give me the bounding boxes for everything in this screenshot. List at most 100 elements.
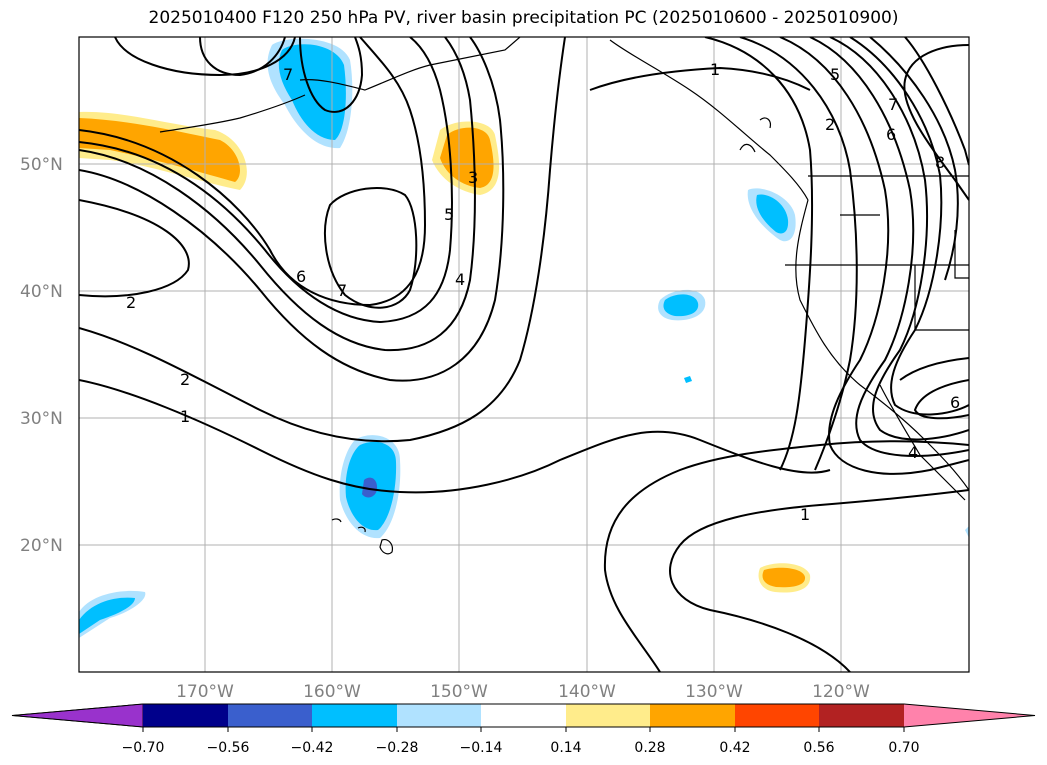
colorbar-labels: −0.70 −0.56 −0.42 −0.28 −0.14 0.14 0.28 … — [122, 740, 920, 756]
lat-label: 30°N — [20, 409, 63, 429]
precip-patch-blue-small — [684, 376, 692, 383]
pv-contours — [79, 37, 969, 672]
lon-label: 150°W — [430, 682, 488, 702]
colorbar-label: 0.28 — [634, 740, 665, 756]
contour-label: 4 — [455, 270, 465, 289]
contour-label: 7 — [283, 65, 293, 84]
contour-7-east — [869, 37, 969, 420]
contour-label: 1 — [800, 505, 810, 524]
lon-labels: 170°W 160°W 150°W 140°W 130°W 120°W — [176, 682, 870, 702]
colorbar-segment — [11, 703, 144, 728]
contour-3-west — [79, 37, 505, 382]
lon-label: 160°W — [303, 682, 361, 702]
contour-6-west — [79, 37, 427, 307]
hawaii-islands — [331, 518, 393, 555]
colorbar-segment — [819, 704, 904, 727]
lon-label: 120°W — [812, 682, 870, 702]
colorbar-label: −0.14 — [460, 740, 503, 756]
lon-label: 170°W — [176, 682, 234, 702]
contour-4-east — [809, 37, 969, 457]
boundary-us-states — [785, 214, 969, 331]
lon-label: 130°W — [685, 682, 743, 702]
lat-label: 40°N — [20, 282, 63, 302]
precip-patch-orange-west-core — [79, 118, 240, 182]
map-title: 2025010400 F120 250 hPa PV, river basin … — [148, 8, 899, 28]
contour-2-upper — [79, 199, 190, 298]
colorbar-label: 0.14 — [550, 740, 581, 756]
colorbar — [11, 703, 1036, 732]
contour-label: 5 — [444, 205, 454, 224]
contour-8-east — [904, 37, 969, 166]
contour-6-east — [849, 37, 969, 416]
precip-patch-blue-southwest-core — [79, 597, 135, 634]
contour-7-aleutian — [299, 37, 364, 113]
lat-labels: 20°N 30°N 40°N 50°N — [20, 155, 63, 556]
contour-1-far-west — [114, 37, 296, 77]
islands-bc — [739, 117, 771, 153]
contour-label: 2 — [180, 370, 190, 389]
colorbar-label: −0.42 — [291, 740, 334, 756]
precip-patch-blue-midpacific-core — [663, 294, 699, 317]
contour-label: 6 — [296, 267, 306, 286]
colorbar-segment — [228, 704, 312, 727]
contour-label: 7 — [888, 95, 898, 114]
contour-1-east-south — [603, 440, 969, 672]
lon-label: 140°W — [558, 682, 616, 702]
contour-label: 5 — [830, 65, 840, 84]
precip-patch-orange-north-core — [440, 127, 494, 188]
colorbar-label: 0.42 — [719, 740, 750, 756]
contour-label: 6 — [950, 393, 960, 412]
contour-1-east — [704, 37, 814, 471]
colorbar-label: 0.70 — [888, 740, 919, 756]
contour-7-north — [199, 37, 286, 77]
contour-3-east — [779, 37, 969, 475]
contour-6-se — [899, 357, 969, 381]
map-frame — [78, 36, 970, 673]
contour-label: 2 — [825, 115, 835, 134]
precip-patch-blue-edge — [965, 526, 969, 538]
colorbar-segment — [650, 704, 735, 727]
contour-label: 1 — [710, 60, 720, 79]
contour-label: 4 — [908, 443, 918, 462]
coastline-bc — [609, 39, 809, 201]
contour-label: 6 — [886, 125, 896, 144]
coastline-aleutians — [159, 94, 306, 133]
contour-4-west — [79, 37, 476, 352]
colorbar-segment — [312, 704, 397, 727]
contour-5-east — [829, 37, 969, 441]
coastline-usa-west — [795, 199, 969, 491]
contour-2-west — [79, 37, 566, 443]
lat-label: 50°N — [20, 155, 63, 175]
contour-5-west — [79, 37, 453, 324]
colorbar-label: −0.70 — [122, 740, 165, 756]
colorbar-segment — [566, 704, 650, 727]
colorbar-segment — [481, 704, 566, 727]
contour-1-west — [79, 379, 831, 494]
contour-1-east-south-2 — [669, 489, 969, 672]
coastlines — [159, 37, 969, 555]
contour-label: 3 — [468, 168, 478, 187]
colorbar-label: −0.28 — [376, 740, 419, 756]
contour-label: 2 — [126, 293, 136, 312]
precip-patch-purple-hawaii — [362, 477, 378, 498]
colorbar-segment — [904, 704, 1035, 727]
colorbar-segment — [143, 704, 228, 727]
coastline-alaska — [299, 37, 521, 91]
contour-1-north — [589, 66, 811, 91]
lat-label: 20°N — [20, 536, 63, 556]
precip-patch-orange-south-core — [762, 567, 806, 588]
precip-patch-blue-oregon-core — [756, 194, 789, 234]
precip-patch-blue-aleutian-core — [278, 44, 346, 140]
colorbar-segment — [735, 704, 819, 727]
gridlines — [79, 37, 969, 672]
precip-shading — [79, 38, 969, 638]
contour-label: 1 — [180, 407, 190, 426]
contour-label: 7 — [337, 281, 347, 300]
colorbar-label: 0.56 — [803, 740, 834, 756]
colorbar-segment — [397, 704, 481, 727]
contour-7-inner — [324, 187, 418, 309]
contour-8-east-arc — [903, 44, 969, 201]
contour-label: 8 — [935, 153, 945, 172]
contour-label-group: 1 1 2 2 2 3 4 4 5 5 6 6 6 7 7 7 8 1 — [126, 60, 960, 524]
